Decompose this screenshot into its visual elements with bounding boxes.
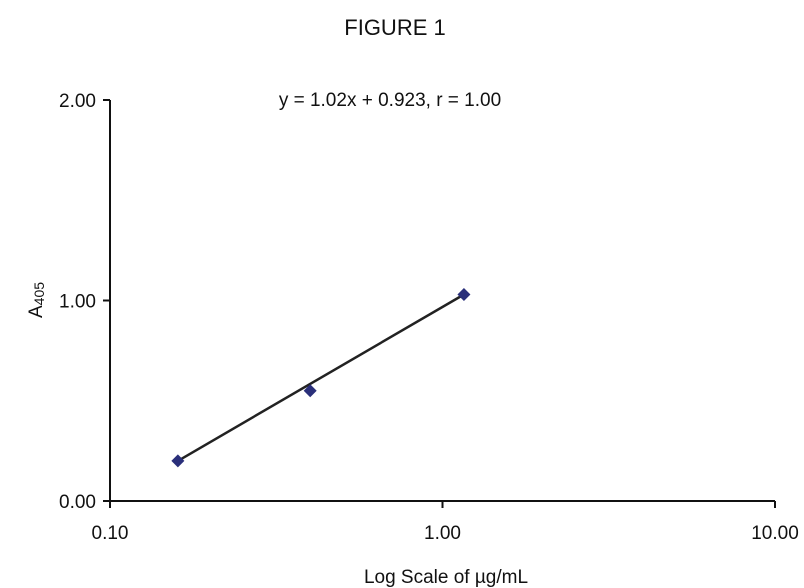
regression-annotation: y = 1.02x + 0.923, r = 1.00 [279, 90, 501, 111]
data-point [457, 287, 471, 301]
chart-title: FIGURE 1 [344, 15, 445, 40]
y-axis-label-main: A [26, 305, 47, 318]
y-axis-label-subscript: 405 [31, 282, 47, 306]
x-axis-label: Log Scale of µg/mL [364, 567, 528, 588]
trendline [177, 293, 465, 462]
data-point [303, 384, 317, 398]
x-tick-label: 10.00 [751, 523, 799, 544]
y-axis-label: A405 [26, 282, 47, 318]
x-tick-label: 1.00 [424, 523, 461, 544]
y-tick-label: 0.00 [59, 492, 96, 513]
y-tick-label: 1.00 [59, 292, 96, 313]
ticks: 0.10 1.00 10.00 0.00 1.00 2.00 [59, 91, 799, 544]
y-tick-label: 2.00 [59, 91, 96, 112]
data-points [171, 287, 471, 468]
axes [109, 100, 775, 502]
data-point [171, 454, 185, 468]
x-tick-label: 0.10 [92, 523, 129, 544]
